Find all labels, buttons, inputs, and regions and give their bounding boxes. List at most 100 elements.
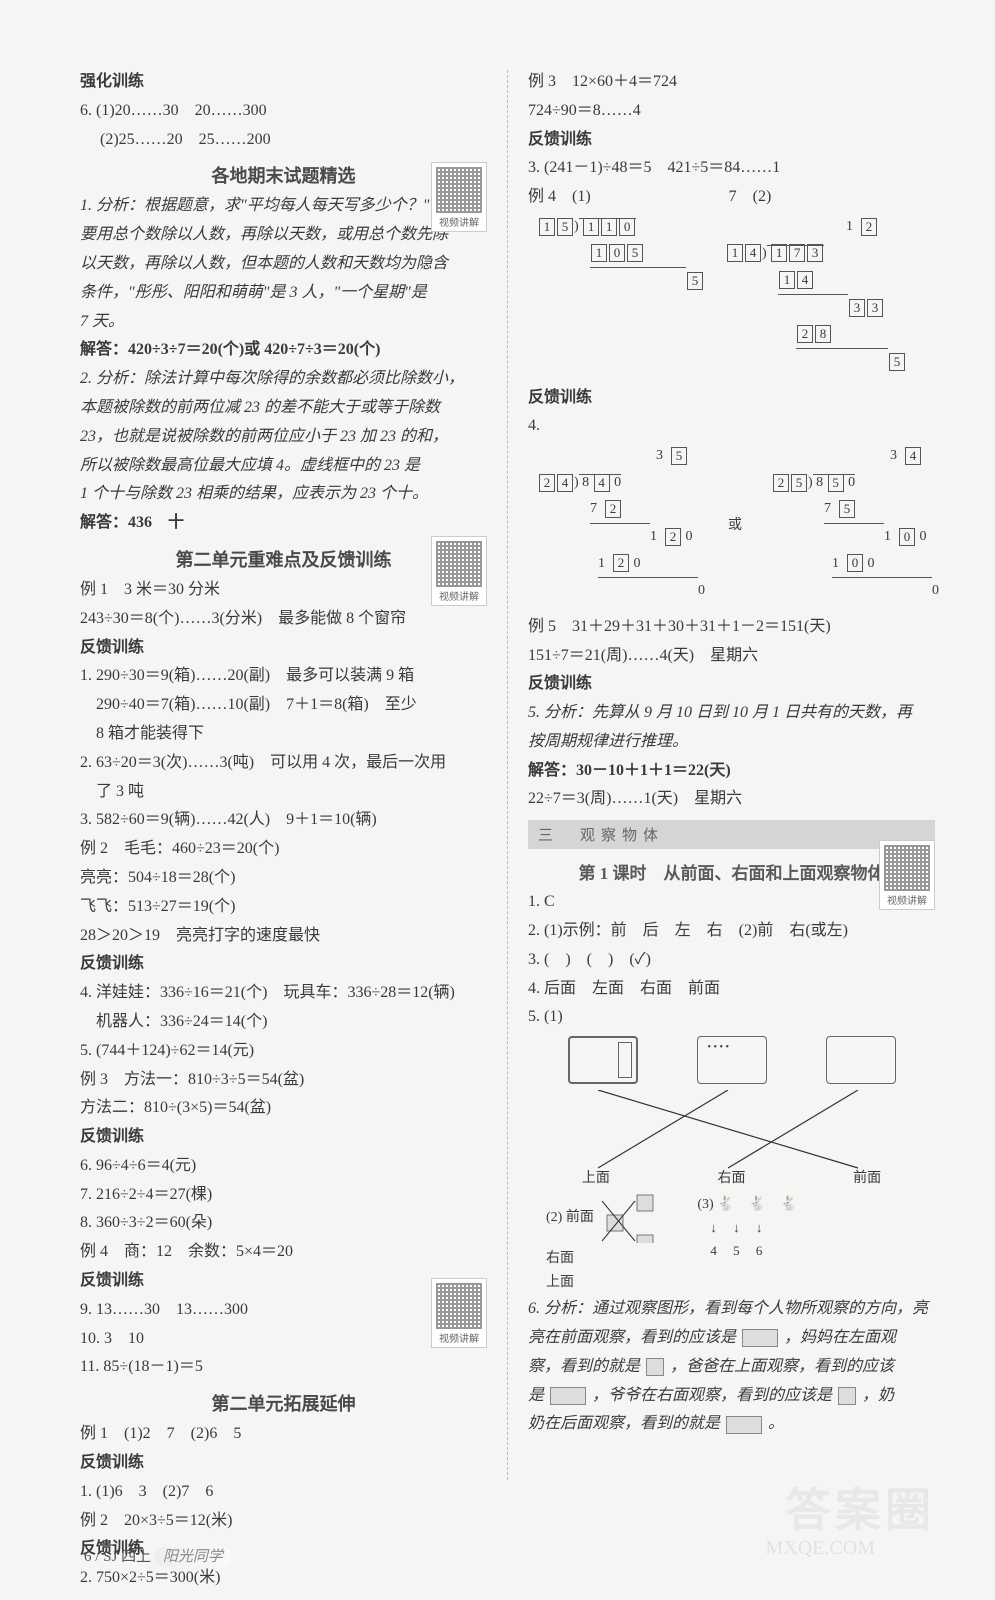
lx2: 2. 750×2÷5＝300(米) — [80, 1566, 487, 1591]
l11: 11. 85÷(18－1)＝5 — [80, 1355, 487, 1380]
longdiv-r4-left: 3 5 24) 8 4 0 7 2 1 2 0 1 2 0 0 — [538, 443, 698, 605]
o6d-row: 是 ，爷爷在右面观察，看到的应该是 ，奶 — [528, 1384, 935, 1409]
label-front: 前面 — [853, 1167, 881, 1187]
o1: 1. C — [528, 890, 935, 915]
ex5a: 例 5 31＋29＋31＋30＋31＋1－2＝151(天) — [528, 615, 935, 640]
heading-qianghua: 强化训练 — [80, 70, 487, 95]
ex2d: 28＞20＞19 亮亮打字的速度最快 — [80, 924, 487, 949]
view-icon — [742, 1329, 778, 1347]
rex3b: 724÷90＝8……4 — [528, 99, 935, 124]
ex4-header: 例 4 (1) 7 (2) — [528, 185, 935, 210]
l9: 9. 13……30 13……300 — [80, 1298, 487, 1323]
o6d3: ，奶 — [862, 1387, 894, 1404]
view-icon — [550, 1387, 586, 1405]
ex1a: 例 1 3 米＝30 分米 — [80, 578, 487, 603]
qr-icon — [431, 162, 487, 232]
sub3-label: (3) — [697, 1197, 713, 1212]
p2-ans: 解答：436 十 — [80, 511, 487, 536]
fb3: 反馈训练 — [80, 1125, 487, 1150]
two-column-layout: 强化训练 6. (1)20……30 20……300 (2)25……20 25……… — [80, 70, 935, 1480]
p2-a: 2. 分析：除法计算中每次除得的余数都必须比除数小， — [80, 367, 487, 392]
r4: 4. — [528, 414, 935, 439]
page-number: 6 / SJ 四上 — [84, 1549, 151, 1565]
rfb3: 反馈训练 — [528, 672, 935, 697]
l1c: 8 箱才能装得下 — [80, 722, 487, 747]
r5d: 22÷7＝3(周)……1(天) 星期六 — [528, 787, 935, 812]
o6c-row: 察，看到的就是 ，爸爸在上面观察，看到的应该 — [528, 1355, 935, 1380]
l10: 10. 3 10 — [80, 1327, 487, 1352]
or-label: 或 — [728, 514, 742, 534]
sub2-right: 右面 — [546, 1251, 574, 1266]
o5: 5. (1) — [528, 1005, 935, 1030]
watermark-url: MXQE.COM — [766, 1537, 875, 1560]
l2a: 2. 63÷20＝3(次)……3(吨) 可以用 4 次，最后一次用 — [80, 751, 487, 776]
sub-2-3: (2) 前面 右面 上面 (3) 🐇 🐇 🐇 ↓ ↓ ↓ 4 5 6 — [546, 1193, 935, 1291]
p2-b: 本题被除数的前两位减 23 的差不能大于或等于除数 — [80, 396, 487, 421]
label-right: 右面 — [717, 1167, 745, 1187]
q6-line-a: 6. (1)20……30 20……300 — [80, 99, 487, 124]
r5b: 按周期规律进行推理。 — [528, 730, 935, 755]
o6c2: ，爸爸在上面观察，看到的应该 — [670, 1358, 894, 1375]
l4a: 4. 洋娃娃：336÷16＝21(个) 玩具车：336÷28＝12(辆) — [80, 981, 487, 1006]
l5: 5. (744＋124)÷62＝14(元) — [80, 1039, 487, 1064]
longdiv-right: 1 2 14) 173 14 33 28 5 — [726, 214, 888, 376]
unit-bar: 三 观察物体 — [528, 820, 935, 849]
q6-line-b: (2)25……20 25……200 — [80, 128, 487, 153]
matching-diagram-5-1: 上面 右面 前面 — [528, 1036, 935, 1187]
ex2c: 飞飞：513÷27＝19(个) — [80, 895, 487, 920]
rex3a: 例 3 12×60＋4＝724 — [528, 70, 935, 95]
column-divider — [507, 70, 508, 1480]
o6d: 是 — [528, 1387, 544, 1404]
section-title-unit2: 第二单元重难点及反馈训练 — [80, 546, 487, 572]
shape-microwave — [568, 1036, 638, 1084]
rfb1: 反馈训练 — [528, 128, 935, 153]
rfb2: 反馈训练 — [528, 386, 935, 411]
o6b: 亮在前面观察，看到的应该是 — [528, 1329, 736, 1346]
right-column: 例 3 12×60＋4＝724 724÷90＝8……4 反馈训练 3. (241… — [528, 70, 935, 1480]
o6b2: ，妈妈在左面观 — [784, 1329, 896, 1346]
o3: 3. ( ) ( ) (✓) — [528, 948, 935, 973]
section-title-exam: 各地期末试题精选 — [80, 162, 487, 188]
ext1: 例 1 (1)2 7 (2)6 5 — [80, 1422, 487, 1447]
l8: 8. 360÷3÷2＝60(朵) — [80, 1211, 487, 1236]
fb1: 反馈训练 — [80, 636, 487, 661]
p2-c: 23，也就是说被除数的前两位应小于 23 加 23 的和， — [80, 425, 487, 450]
shape-plain — [826, 1036, 896, 1084]
o6b-row: 亮在前面观察，看到的应该是 ，妈妈在左面观 — [528, 1326, 935, 1351]
fb4: 反馈训练 — [80, 1269, 487, 1294]
ex4-label2: 7 (2) — [729, 188, 772, 205]
ex3b: 方法二：810÷(3×5)＝54(盆) — [80, 1096, 487, 1121]
o6e-row: 奶在后面观察，看到的就是 。 — [528, 1412, 935, 1437]
ex2b: 亮亮：504÷18＝28(个) — [80, 866, 487, 891]
view-icon — [726, 1416, 762, 1434]
o6d2: ，爷爷在右面观察，看到的应该是 — [592, 1387, 832, 1404]
ext2: 例 2 20×3÷5＝12(米) — [80, 1509, 487, 1534]
view-icon — [646, 1358, 664, 1376]
l3: 3. 582÷60＝9(辆)……42(人) 9＋1＝10(辆) — [80, 808, 487, 833]
o6e: 奶在后面观察，看到的就是 — [528, 1415, 720, 1432]
view-icon — [838, 1387, 856, 1405]
qr-icon — [879, 840, 935, 910]
ex2a: 例 2 毛毛：460÷23＝20(个) — [80, 837, 487, 862]
fb2: 反馈训练 — [80, 952, 487, 977]
o6a: 6. 分析：通过观察图形，看到每个人物所观察的方向，亮 — [528, 1297, 935, 1322]
page-footer: 6 / SJ 四上 阳光同学 — [84, 1545, 231, 1566]
longdiv-r4-right: 3 4 25) 8 5 0 7 5 1 0 0 1 0 0 0 — [772, 443, 932, 605]
p1-ans: 解答：420÷3÷7＝20(个)或 420÷7÷3＝20(个) — [80, 338, 487, 363]
l1b: 290÷40＝7(箱)……10(副) 7＋1＝8(箱) 至少 — [80, 693, 487, 718]
label-top: 上面 — [582, 1167, 610, 1187]
l2b: 了 3 吨 — [80, 780, 487, 805]
ex3a: 例 3 方法一：810÷3÷5＝54(盆) — [80, 1068, 487, 1093]
l6: 6. 96÷4÷6＝4(元) — [80, 1154, 487, 1179]
ex4: 例 4 商：12 余数：5×4＝20 — [80, 1240, 487, 1265]
qr-icon — [431, 1278, 487, 1348]
longdiv-r4: 3 5 24) 8 4 0 7 2 1 2 0 1 2 0 0 或 3 4 25… — [538, 443, 935, 605]
sub-2: (2) 前面 右面 上面 — [546, 1193, 667, 1291]
watermark: 答案圈 — [785, 1474, 935, 1540]
r3: 3. (241－1)÷48＝5 421÷5＝84……1 — [528, 156, 935, 181]
p2-d: 所以被除数最高位最大应填 4。虚线框中的 23 是 — [80, 454, 487, 479]
lx1: 1. (1)6 3 (2)7 6 — [80, 1480, 487, 1505]
r5c: 解答：30－10＋1＋1＝22(天) — [528, 759, 935, 784]
o2: 2. (1)示例：前 后 左 右 (2)前 右(或左) — [528, 919, 935, 944]
ex5b: 151÷7＝21(周)……4(天) 星期六 — [528, 644, 935, 669]
